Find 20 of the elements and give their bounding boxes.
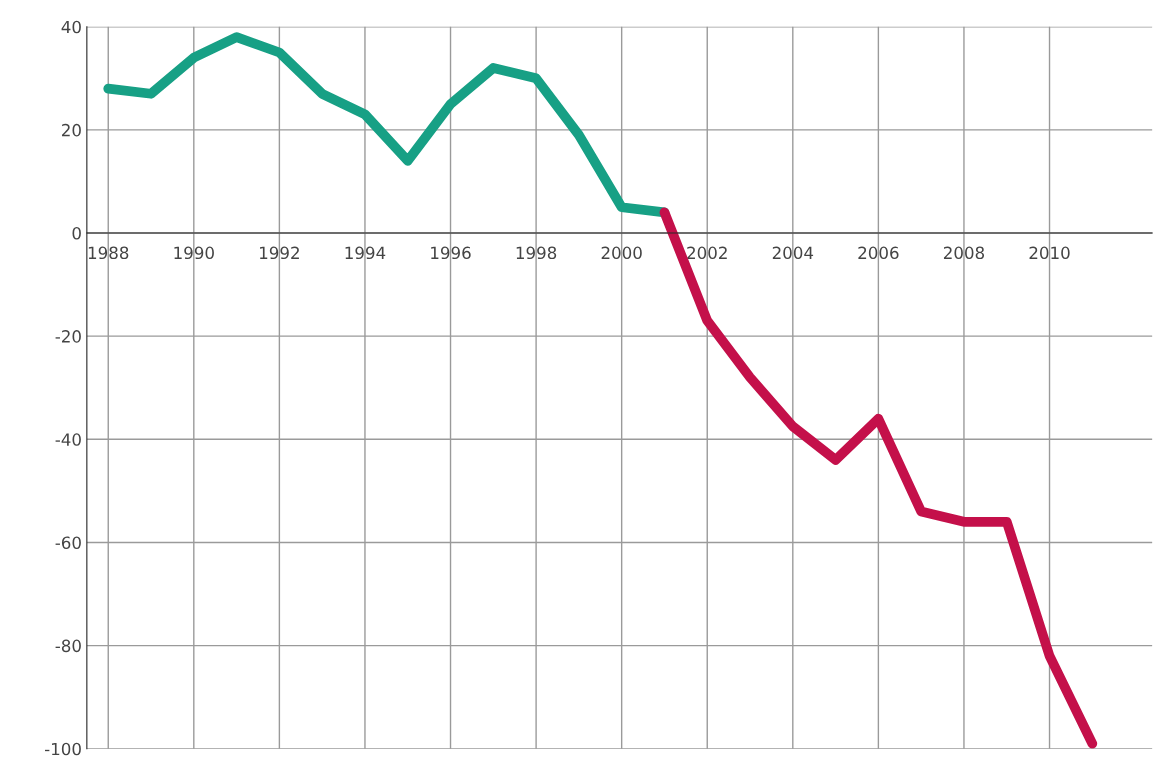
y-tick-label: -100 xyxy=(44,742,81,756)
y-tick-label: -60 xyxy=(55,536,81,550)
x-tick-label: 1994 xyxy=(345,246,386,260)
x-tick-label: 2008 xyxy=(943,246,985,260)
x-tick-label: 2004 xyxy=(772,246,814,260)
y-tick-label: 20 xyxy=(62,123,81,137)
y-tick-label: 0 xyxy=(72,226,81,240)
y-tick-label: -20 xyxy=(55,330,81,343)
x-tick-label: 2010 xyxy=(1029,246,1070,260)
y-tick-label: -40 xyxy=(55,433,81,446)
x-tick-label: 1996 xyxy=(431,246,471,260)
x-tick-label: 1990 xyxy=(174,246,214,260)
x-tick-label: 2000 xyxy=(601,246,642,260)
x-tick-label: 2002 xyxy=(687,246,727,260)
x-tick-label: 1998 xyxy=(516,246,557,260)
y-tick-label: 40 xyxy=(61,20,81,34)
x-tick-label: 1992 xyxy=(260,246,299,260)
x-tick-label: 1988 xyxy=(88,246,129,260)
y-tick-label: -80 xyxy=(55,639,81,653)
x-tick-label: 2006 xyxy=(858,246,899,260)
